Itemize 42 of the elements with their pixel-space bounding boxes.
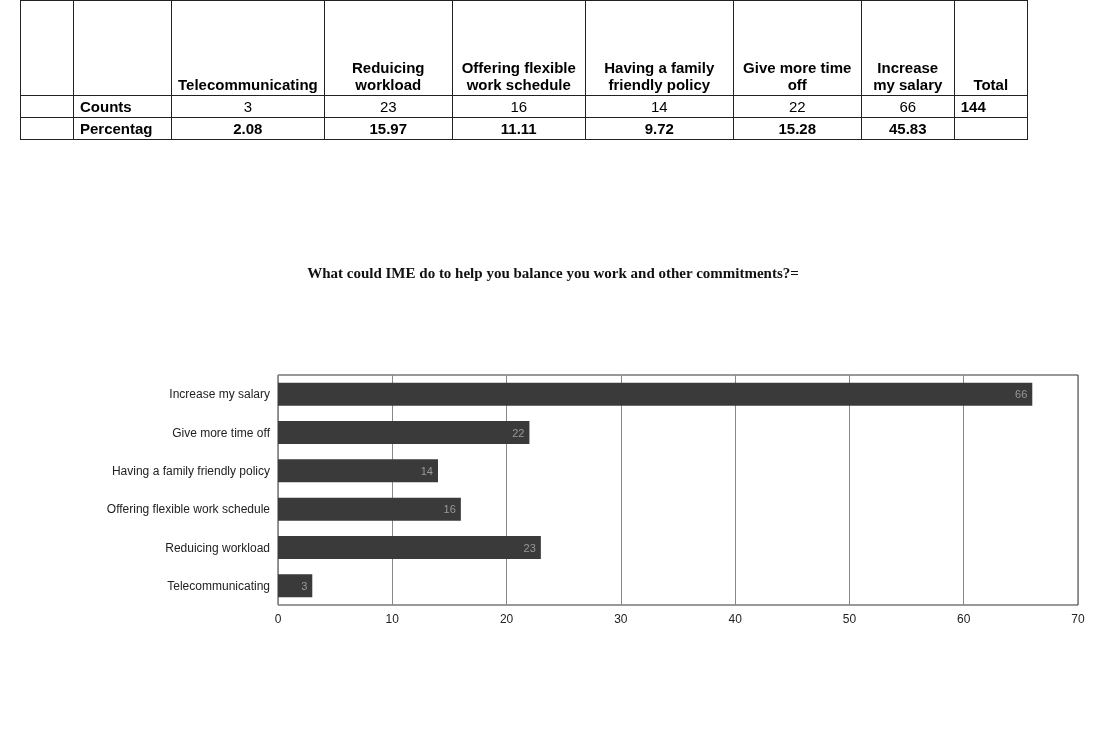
category-label: Reduicing workload [351,59,425,93]
x-tick-label: 10 [385,612,400,626]
y-tick-label: Telecommunicating [167,578,270,593]
x-tick-label: 0 [274,612,282,626]
y-tick-label: Give more time off [172,425,271,440]
text: Percentag [73,117,172,140]
category-label: Having a family friendly policy [604,59,715,93]
x-tick-label: 50 [842,612,857,626]
y-tick-label: Reduicing workload [165,540,270,555]
data-label: 3 [301,579,308,592]
y-tick-label: Increase my salary [169,387,270,402]
data-label: 23 [523,541,536,554]
text: 16 [452,95,586,118]
text: 144 [954,95,1028,118]
category-label: Increase my salary [873,59,943,93]
text: 45.83 [861,117,955,140]
data-label: 66 [1015,388,1028,401]
data-label: 22 [512,426,525,439]
x-tick-label: 30 [614,612,628,626]
x-tick-label: 20 [499,612,514,626]
text: Total [954,0,1028,96]
text: 15.97 [324,117,453,140]
x-tick-label: 60 [957,612,971,626]
text: 14 [585,95,734,118]
x-tick-label: 70 [1071,612,1085,626]
category-label: Offering flexible work schedule [461,59,576,93]
text: 11.11 [452,117,586,140]
category-label: Give more time off [743,59,852,93]
data-label: 16 [443,503,456,516]
text: 9.72 [585,117,734,140]
data-label: 14 [420,464,433,477]
x-tick-label: 40 [728,612,743,626]
y-tick-label: Offering flexible work schedule [106,502,271,517]
text: 66 [861,95,955,118]
text: 2.08 [171,117,325,140]
chart-title: What could IME do to help you balance you work and other commitments?= [307,264,799,281]
text: 15.28 [733,117,862,140]
text: 23 [324,95,453,118]
text: 3 [171,95,325,118]
text: Counts [73,95,172,118]
y-tick-label: Having a family friendly policy [111,463,270,478]
text: 22 [733,95,862,118]
